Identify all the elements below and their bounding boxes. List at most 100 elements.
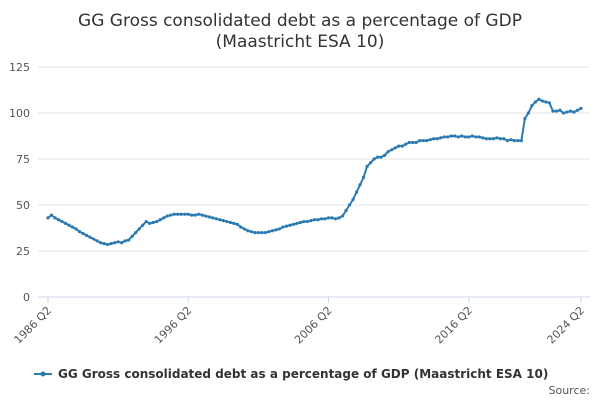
point (537, 97, 541, 101)
point (60, 219, 64, 224)
point (246, 229, 250, 233)
x-tick-label: 1986 Q2 (12, 304, 55, 347)
point (400, 144, 404, 148)
y-tick-label: 25 (16, 245, 30, 258)
point (144, 219, 148, 224)
point (579, 106, 583, 110)
point (291, 222, 296, 226)
point (484, 137, 488, 141)
point (312, 218, 317, 222)
point (204, 214, 208, 218)
point (558, 108, 562, 112)
y-tick-label: 75 (16, 153, 30, 166)
point (263, 231, 268, 235)
point (165, 214, 169, 218)
point (376, 155, 380, 159)
point (379, 155, 383, 159)
point (565, 110, 569, 114)
point (372, 157, 376, 161)
point (323, 217, 327, 221)
point (386, 150, 390, 154)
point (333, 217, 338, 221)
point (284, 224, 289, 228)
y-tick-label: 50 (16, 199, 30, 212)
point (519, 139, 523, 143)
point (319, 217, 324, 221)
point (488, 137, 492, 141)
chart-title: GG Gross consolidated debt as a percenta… (78, 11, 522, 31)
point (337, 216, 341, 220)
point (418, 139, 422, 143)
point (232, 221, 236, 225)
point (172, 212, 176, 216)
point (533, 100, 538, 104)
point (460, 134, 464, 138)
point (134, 231, 138, 235)
point (197, 212, 201, 216)
point (270, 229, 275, 233)
point (554, 109, 559, 113)
point (491, 137, 495, 141)
point (200, 213, 204, 217)
x-tick-label: 2006 Q2 (292, 304, 335, 347)
point (81, 231, 85, 236)
point (449, 134, 453, 138)
point (432, 137, 436, 141)
point (390, 148, 394, 152)
chart-subtitle: (Maastricht ESA 10) (216, 32, 385, 52)
point (383, 153, 387, 157)
x-tick-label: 2016 Q2 (432, 304, 475, 347)
point (218, 218, 222, 222)
point (274, 228, 278, 232)
point (575, 108, 580, 112)
point (572, 110, 576, 114)
point (155, 219, 159, 224)
point (120, 241, 124, 245)
point (512, 139, 516, 143)
point (91, 237, 96, 241)
point (477, 135, 481, 139)
point (49, 213, 54, 217)
point (365, 164, 369, 168)
point (179, 212, 183, 216)
point (211, 216, 215, 220)
point (551, 109, 555, 113)
point (235, 222, 239, 226)
point (281, 225, 285, 229)
point (397, 144, 401, 148)
point (207, 215, 211, 219)
point (169, 213, 173, 217)
point (214, 217, 218, 221)
point (369, 161, 373, 165)
point (53, 216, 57, 220)
point (239, 225, 243, 229)
point (74, 227, 78, 231)
point (123, 239, 127, 243)
point (288, 223, 292, 227)
point (414, 140, 418, 145)
point (190, 213, 194, 217)
point (56, 218, 61, 222)
point (442, 135, 446, 139)
point (351, 197, 355, 202)
point (267, 230, 271, 234)
point (347, 203, 352, 207)
point (502, 137, 506, 141)
y-tick-label: 100 (9, 107, 30, 120)
legend-label: GG Gross consolidated debt as a percenta… (58, 367, 548, 381)
point (116, 240, 120, 244)
point (141, 223, 145, 227)
point (547, 101, 552, 105)
point (326, 216, 331, 220)
legend-marker (40, 371, 46, 377)
point (526, 111, 531, 115)
point (63, 221, 68, 225)
point (421, 139, 425, 143)
point (498, 137, 502, 141)
point (358, 183, 362, 187)
point (516, 139, 520, 143)
point (411, 140, 415, 145)
point (137, 227, 141, 231)
point (127, 238, 131, 242)
point (249, 230, 253, 234)
